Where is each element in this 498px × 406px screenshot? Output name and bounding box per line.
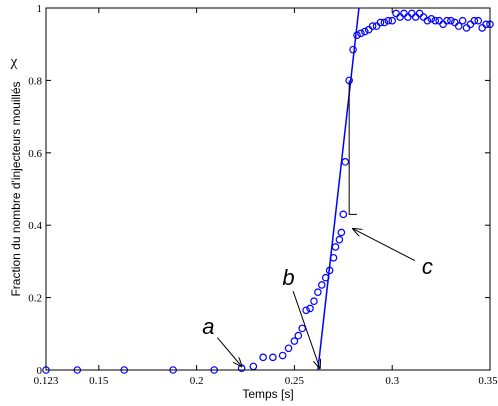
data-point xyxy=(380,18,389,27)
data-point xyxy=(474,16,483,25)
x-axis-label: Temps [s] xyxy=(242,387,293,401)
y-tick-label: 0.6 xyxy=(28,148,42,160)
x-tick-label: 0.123 xyxy=(34,375,59,387)
data-point xyxy=(278,351,287,360)
data-point xyxy=(388,16,397,25)
annotation-label-c: c xyxy=(422,254,433,279)
data-point xyxy=(321,273,330,282)
data-point xyxy=(423,16,432,25)
data-point xyxy=(284,344,293,353)
annotations: a b c xyxy=(202,80,433,368)
annotation-arrow-c xyxy=(353,229,416,262)
data-point xyxy=(341,158,350,166)
data-point xyxy=(269,353,277,362)
data-point xyxy=(368,22,377,30)
y-tick-label: 0.2 xyxy=(28,293,42,305)
data-point xyxy=(384,16,393,25)
data-point xyxy=(329,253,338,262)
tick-labels: 0.123 0.15 0.2 0.25 0.3 0.35 0 0.2 0.4 0.6 0.8 1 xyxy=(28,3,498,387)
y-tick-label: 1 xyxy=(37,3,43,15)
data-point xyxy=(339,210,348,219)
plot-frame xyxy=(45,7,491,371)
data-point xyxy=(357,29,365,38)
annotation-label-b: b xyxy=(282,265,294,290)
data-point xyxy=(376,18,385,27)
data-point xyxy=(361,27,369,36)
data-point xyxy=(325,266,334,275)
data-point xyxy=(454,22,463,30)
x-tick-label: 0.15 xyxy=(89,375,109,387)
y-tick-label: 0.4 xyxy=(28,220,42,232)
y-axis-symbol: χ xyxy=(10,54,18,70)
plot-background xyxy=(46,8,490,370)
data-point xyxy=(482,20,490,29)
data-point xyxy=(331,243,340,251)
annotation-arrow-a xyxy=(216,337,241,367)
data-point xyxy=(335,235,344,244)
data-point xyxy=(298,324,307,333)
fit-line xyxy=(317,7,360,371)
data-point xyxy=(259,353,267,362)
data-point xyxy=(470,16,479,25)
x-tick-label: 0.3 xyxy=(385,375,399,387)
data-point xyxy=(431,16,440,25)
data-point xyxy=(302,306,310,315)
annotation-label-a: a xyxy=(202,314,214,339)
x-tick-label: 0.25 xyxy=(285,375,305,387)
data-point xyxy=(290,337,299,345)
fit-line-layer xyxy=(317,7,360,371)
data-point xyxy=(353,31,361,39)
data-point xyxy=(337,228,346,237)
data-point xyxy=(306,304,314,313)
y-axis-label: Fraction du nombre d'injecteurs mouillés xyxy=(9,81,23,296)
annotation-bracket xyxy=(348,80,357,215)
y-tick-label: 0 xyxy=(37,365,43,377)
data-point xyxy=(349,45,357,54)
data-point xyxy=(443,16,451,25)
annotation-arrow-b xyxy=(292,290,320,368)
data-point xyxy=(314,288,322,296)
data-point xyxy=(317,281,326,289)
x-tick-label: 0.2 xyxy=(190,375,204,387)
data-point xyxy=(458,16,467,25)
data-point xyxy=(427,15,436,23)
y-tick-label: 0.8 xyxy=(28,75,42,87)
data-point xyxy=(294,331,303,340)
x-tick-label: 0.35 xyxy=(478,375,498,387)
data-points xyxy=(42,9,494,374)
data-point xyxy=(447,16,455,25)
data-point xyxy=(310,297,318,306)
